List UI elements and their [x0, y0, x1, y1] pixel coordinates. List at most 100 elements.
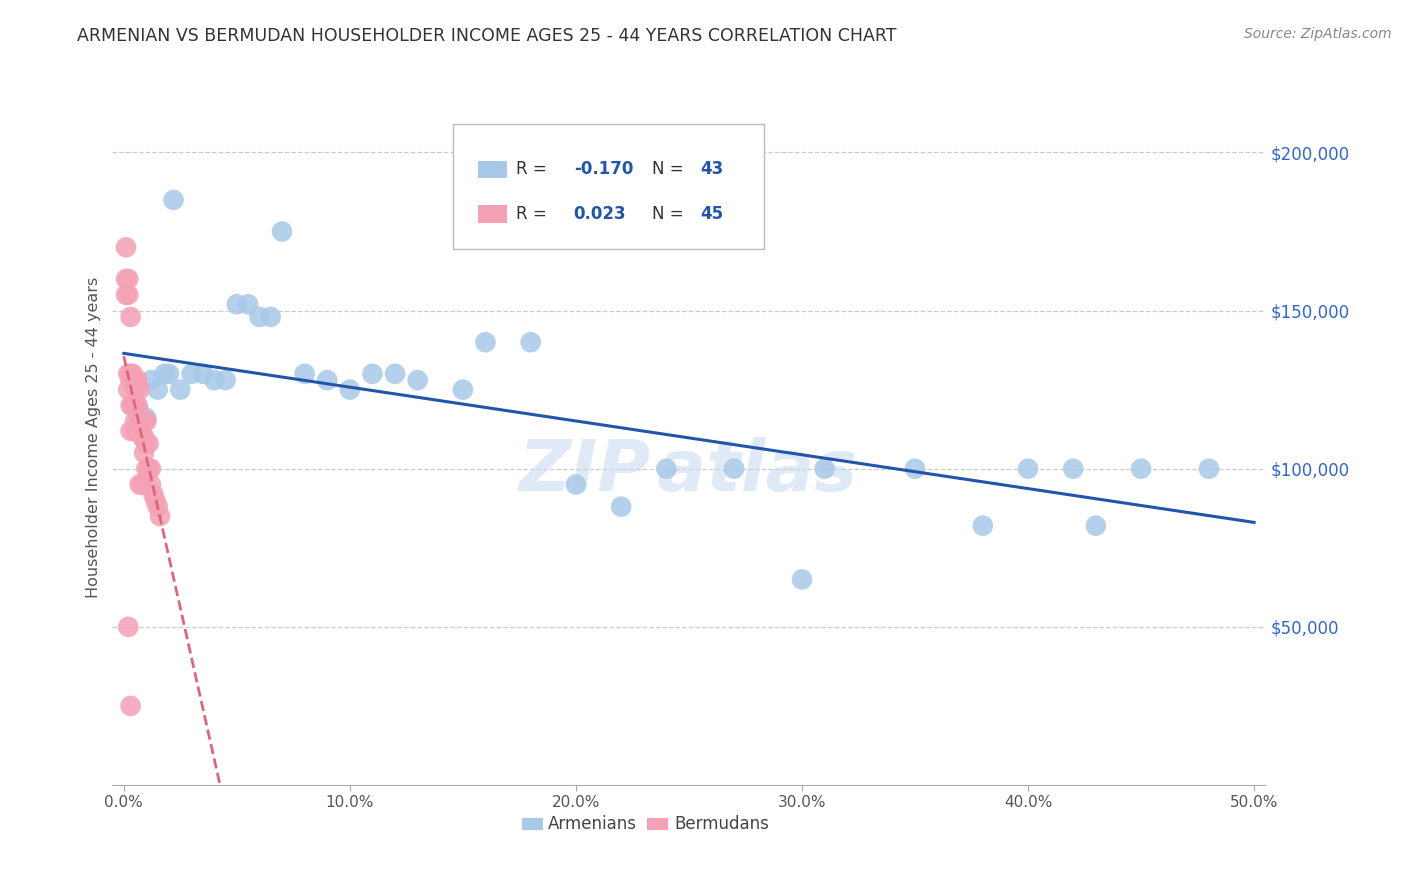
- Point: [813, 461, 835, 475]
- Point: [115, 272, 138, 286]
- Bar: [478, 161, 506, 178]
- Point: [128, 383, 150, 397]
- Point: [120, 310, 142, 324]
- Text: Bermudans: Bermudans: [673, 815, 769, 833]
- Text: Armenians: Armenians: [548, 815, 637, 833]
- Point: [135, 461, 157, 475]
- Text: ARMENIAN VS BERMUDAN HOUSEHOLDER INCOME AGES 25 - 44 YEARS CORRELATION CHART: ARMENIAN VS BERMUDAN HOUSEHOLDER INCOME …: [77, 27, 897, 45]
- Point: [565, 477, 588, 491]
- Point: [139, 461, 162, 475]
- Point: [972, 518, 994, 533]
- Point: [655, 461, 678, 475]
- Point: [120, 698, 142, 713]
- Point: [128, 414, 150, 428]
- Bar: [478, 205, 506, 223]
- Point: [124, 424, 146, 438]
- Point: [294, 367, 316, 381]
- Point: [474, 335, 496, 350]
- Point: [138, 461, 160, 475]
- Point: [145, 493, 167, 508]
- Point: [339, 383, 361, 397]
- Point: [169, 383, 191, 397]
- Point: [249, 310, 271, 324]
- Point: [610, 500, 633, 514]
- Point: [790, 573, 813, 587]
- Point: [153, 367, 176, 381]
- Point: [384, 367, 406, 381]
- Point: [406, 373, 429, 387]
- Point: [316, 373, 339, 387]
- Point: [1198, 461, 1220, 475]
- Point: [121, 367, 143, 381]
- Point: [1017, 461, 1039, 475]
- Point: [121, 399, 143, 413]
- Text: 43: 43: [700, 161, 724, 178]
- Point: [138, 436, 160, 450]
- Bar: [522, 818, 543, 830]
- Point: [120, 424, 142, 438]
- Point: [127, 399, 149, 413]
- Point: [131, 430, 153, 444]
- Text: 0.023: 0.023: [574, 205, 626, 223]
- Point: [225, 297, 247, 311]
- Point: [124, 399, 146, 413]
- Point: [139, 477, 162, 491]
- Point: [128, 424, 150, 438]
- Point: [127, 399, 149, 413]
- Point: [149, 509, 172, 524]
- Point: [128, 477, 150, 491]
- Point: [1084, 518, 1107, 533]
- Text: -0.170: -0.170: [574, 161, 633, 178]
- Point: [131, 414, 153, 428]
- FancyBboxPatch shape: [453, 124, 763, 249]
- Point: [120, 367, 142, 381]
- Y-axis label: Householder Income Ages 25 - 44 years: Householder Income Ages 25 - 44 years: [86, 277, 101, 598]
- Point: [202, 373, 225, 387]
- Point: [131, 411, 153, 425]
- Point: [157, 367, 180, 381]
- Point: [134, 446, 156, 460]
- Point: [236, 297, 259, 311]
- Text: ZIP atlas: ZIP atlas: [519, 437, 859, 507]
- Point: [117, 272, 139, 286]
- Point: [135, 436, 157, 450]
- Point: [214, 373, 236, 387]
- Point: [723, 461, 745, 475]
- Point: [124, 383, 146, 397]
- Point: [451, 383, 474, 397]
- Point: [117, 383, 139, 397]
- Point: [128, 405, 150, 419]
- Text: R =: R =: [516, 205, 553, 223]
- Point: [904, 461, 927, 475]
- Point: [260, 310, 283, 324]
- Point: [120, 399, 142, 413]
- Point: [124, 399, 146, 413]
- Point: [146, 500, 169, 514]
- Point: [117, 367, 139, 381]
- Point: [120, 373, 142, 387]
- Point: [134, 414, 156, 428]
- Point: [124, 373, 146, 387]
- Point: [135, 414, 157, 428]
- Text: Source: ZipAtlas.com: Source: ZipAtlas.com: [1244, 27, 1392, 41]
- Point: [180, 367, 202, 381]
- Point: [115, 287, 138, 301]
- Point: [1062, 461, 1084, 475]
- Text: R =: R =: [516, 161, 553, 178]
- Bar: [647, 818, 668, 830]
- Point: [139, 373, 162, 387]
- Point: [519, 335, 541, 350]
- Point: [142, 487, 165, 501]
- Point: [361, 367, 384, 381]
- Point: [134, 411, 156, 425]
- Point: [271, 225, 294, 239]
- Text: N =: N =: [652, 205, 689, 223]
- Point: [124, 414, 146, 428]
- Point: [131, 477, 153, 491]
- Point: [191, 367, 214, 381]
- Point: [117, 620, 139, 634]
- Point: [127, 405, 149, 419]
- Point: [162, 193, 184, 207]
- Point: [1130, 461, 1153, 475]
- Point: [127, 373, 149, 387]
